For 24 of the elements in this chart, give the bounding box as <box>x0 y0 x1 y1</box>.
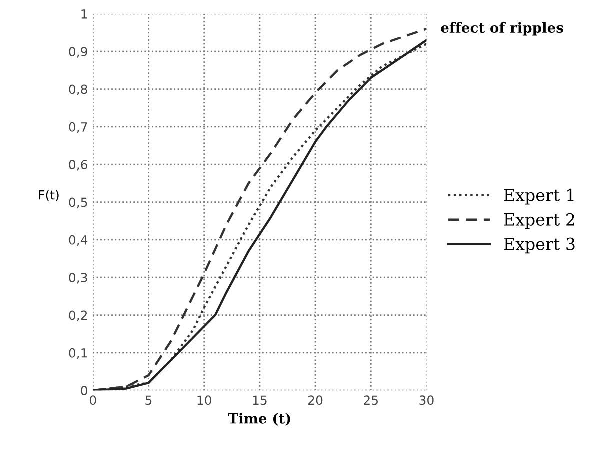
x-tick-label: 25 <box>364 396 378 406</box>
y-tick-label: 0,5 <box>69 198 88 208</box>
y-tick-label: 0,2 <box>69 310 88 322</box>
y-tick-label: 0,6 <box>69 160 88 171</box>
y-tick-label: 0,8 <box>69 84 88 96</box>
y-tick-label: 0,7 <box>69 122 88 134</box>
y-tick-label: 0 <box>81 386 88 396</box>
x-tick-label: 30 <box>420 396 434 406</box>
y-tick-label: 0,9 <box>69 47 88 58</box>
legend-label: Expert 1 <box>504 188 574 205</box>
y-axis-title: F(t) <box>39 190 59 202</box>
y-tick-label: 0,4 <box>69 235 88 246</box>
y-tick-label: 0,3 <box>69 273 88 284</box>
y-tick-label: 0,1 <box>69 348 88 360</box>
x-tick-label: 15 <box>253 396 267 406</box>
annotation: effect of ripples <box>441 22 564 36</box>
x-tick-label: 20 <box>308 396 323 406</box>
x-tick-label: 0 <box>90 396 96 406</box>
x-axis-title: Time (t) <box>228 413 290 426</box>
y-tick-label: 1 <box>82 10 88 19</box>
x-tick-label: 10 <box>198 396 212 406</box>
legend-label: Expert 2 <box>504 213 574 230</box>
legend-label: Expert 3 <box>504 238 575 254</box>
x-tick-label: 5 <box>146 396 152 406</box>
